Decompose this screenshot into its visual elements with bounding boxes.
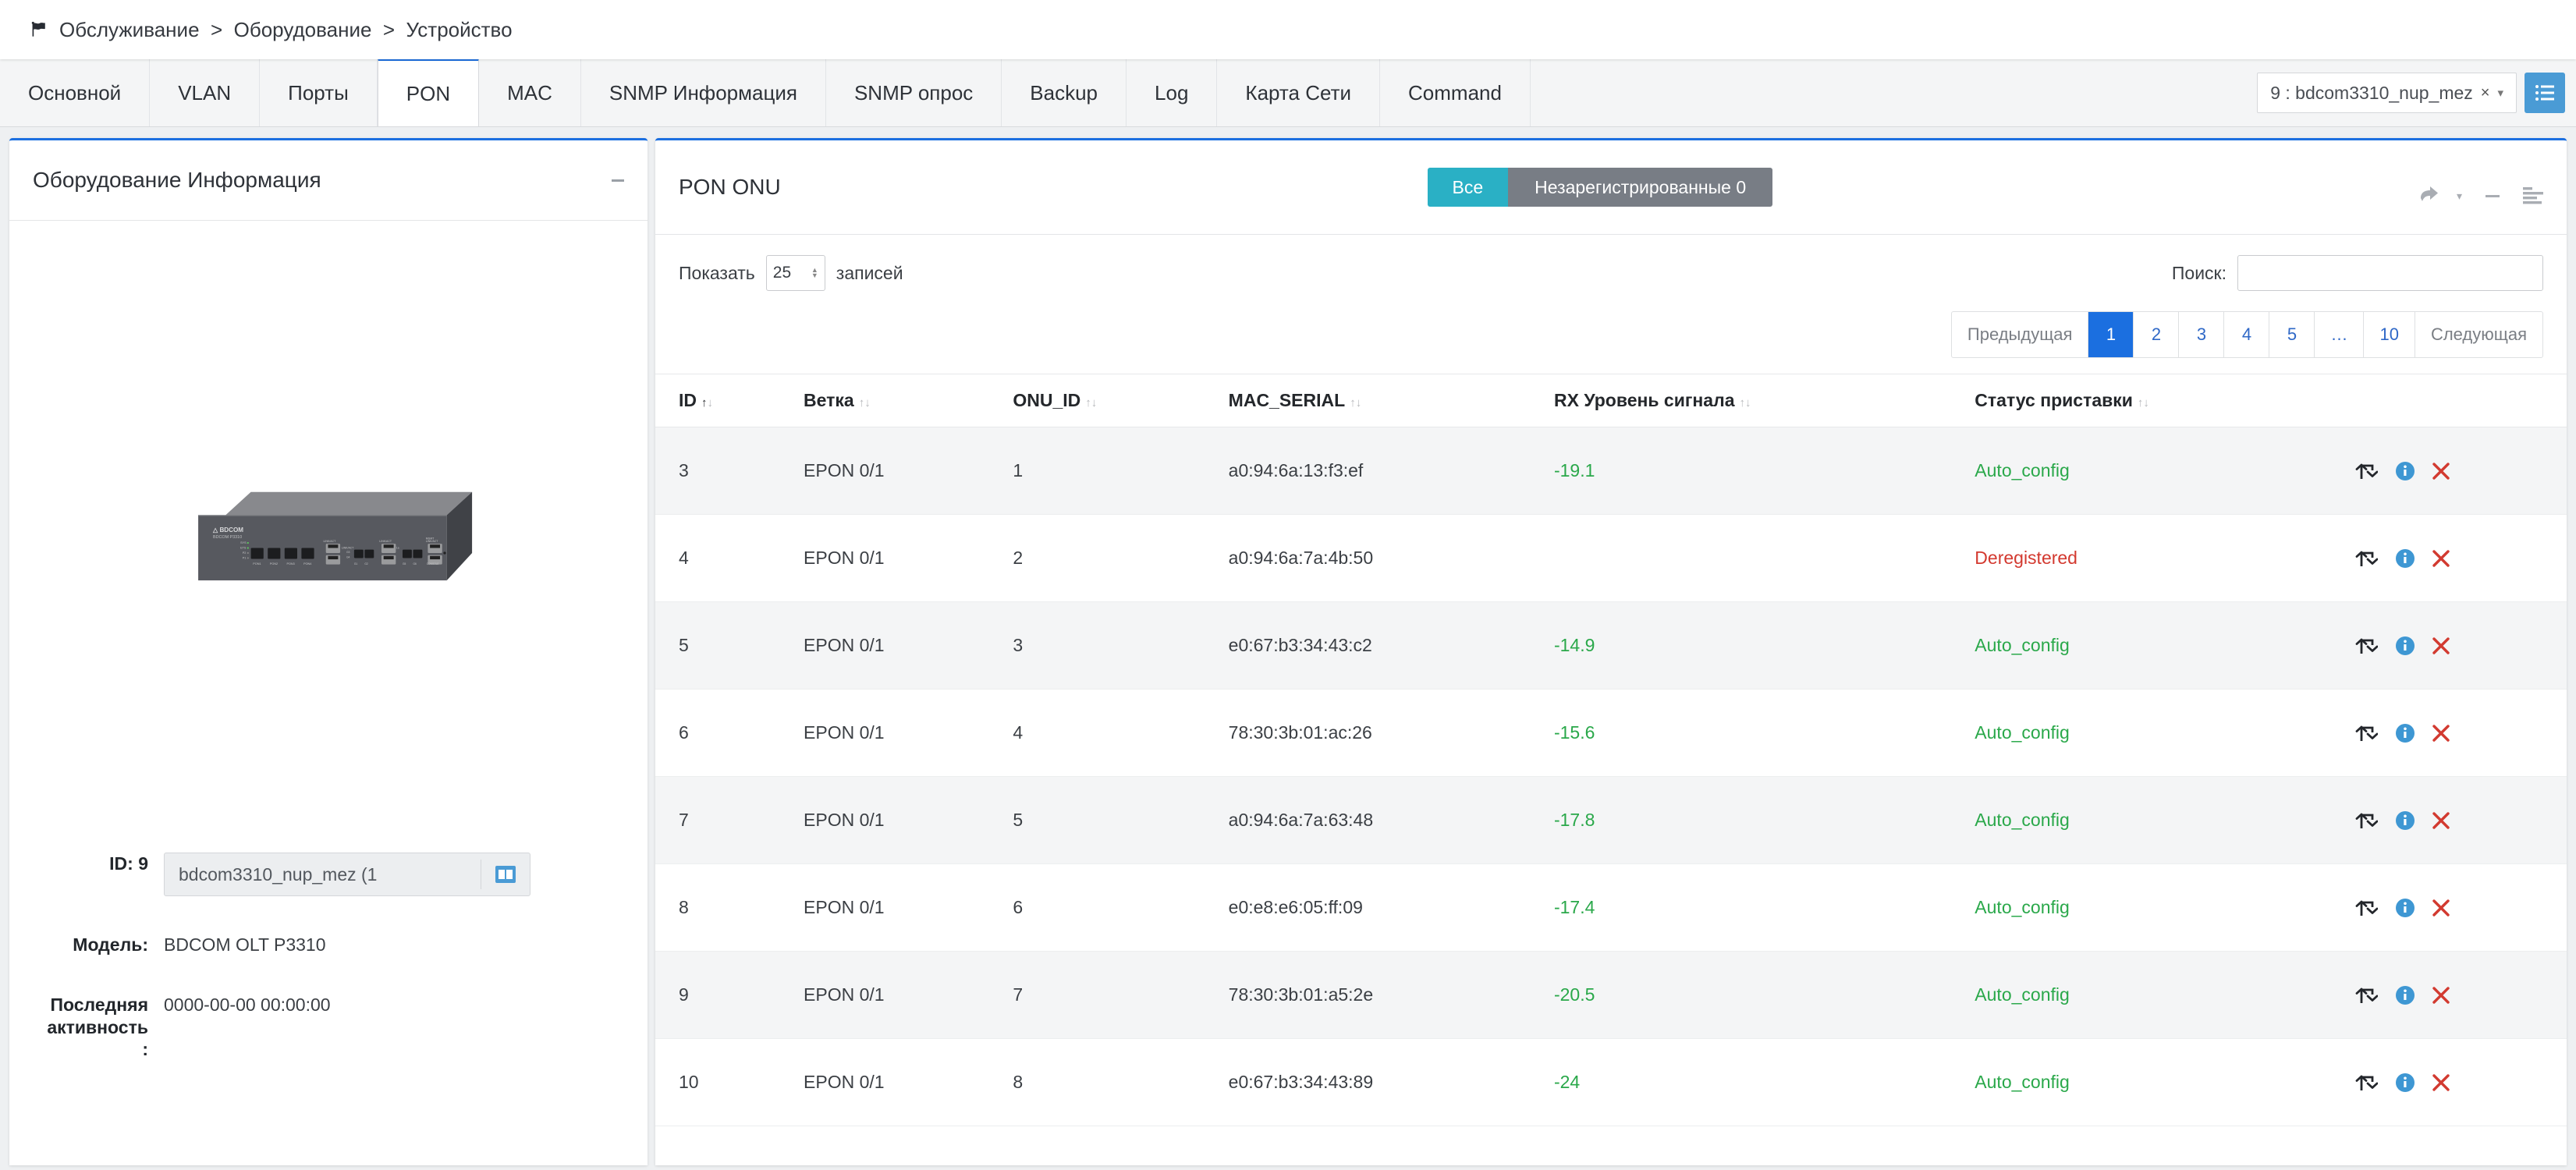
svg-text:G6: G6	[413, 562, 417, 566]
svg-text:PON1: PON1	[253, 562, 261, 566]
svg-text:SYS: SYS	[240, 541, 247, 544]
svg-text:LINK/ACT: LINK/ACT	[425, 540, 438, 543]
svg-text:LINK/ACT: LINK/ACT	[341, 547, 354, 550]
svg-text:P2: P2	[242, 551, 246, 555]
svg-text:BDCOM P3310: BDCOM P3310	[213, 535, 242, 540]
svg-text:G2: G2	[364, 562, 368, 566]
svg-text:ETS: ETS	[240, 547, 247, 550]
svg-text:PON3: PON3	[286, 562, 294, 566]
svg-text:G4: G4	[346, 555, 350, 558]
svg-text:G5: G5	[403, 562, 406, 566]
svg-text:1a: 1a	[396, 547, 399, 550]
svg-text:LINK/ACT: LINK/ACT	[379, 540, 392, 543]
svg-text:P1: P1	[242, 557, 246, 560]
svg-text:PON4: PON4	[303, 562, 311, 566]
svg-text:G3: G3	[346, 551, 350, 554]
svg-text:△ BDCOM: △ BDCOM	[212, 526, 243, 534]
svg-text:CONSOLE: CONSOLE	[426, 562, 439, 566]
svg-text:PON2: PON2	[269, 562, 277, 566]
svg-text:G1: G1	[353, 562, 357, 566]
svg-text:LINK/ACT: LINK/ACT	[323, 540, 336, 543]
